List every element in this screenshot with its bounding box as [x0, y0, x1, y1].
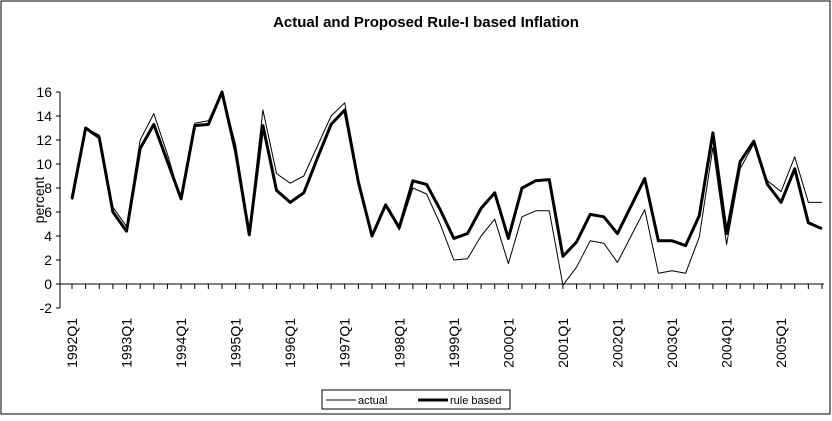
x-tick-label: 1996Q1 — [282, 318, 298, 368]
x-tick-label: 1992Q1 — [64, 318, 80, 368]
y-tick-label: 10 — [36, 156, 52, 172]
x-tick-label: 2001Q1 — [555, 318, 571, 368]
x-tick-label: 2000Q1 — [500, 318, 516, 368]
y-tick-label: 4 — [44, 228, 52, 244]
y-tick-label: 14 — [36, 108, 52, 124]
y-tick-label: 16 — [36, 84, 52, 100]
x-tick-label: 2004Q1 — [719, 318, 735, 368]
x-tick-label: 2002Q1 — [609, 318, 625, 368]
legend-label: rule based — [450, 395, 501, 407]
x-tick-label: 1999Q1 — [446, 318, 462, 368]
x-tick-label: 1993Q1 — [119, 318, 135, 368]
x-tick-label: 1998Q1 — [391, 318, 407, 368]
y-axis-label: percent — [31, 177, 47, 224]
x-tick-label: 1995Q1 — [228, 318, 244, 368]
y-tick-label: 6 — [44, 204, 52, 220]
y-tick-label: -2 — [40, 300, 53, 316]
x-tick-label: 2003Q1 — [664, 318, 680, 368]
series-line — [71, 91, 822, 286]
y-tick-label: 2 — [44, 252, 52, 268]
x-tick-label: 1997Q1 — [337, 318, 353, 368]
legend-label: actual — [358, 395, 387, 407]
x-tick-label: 2005Q1 — [773, 318, 789, 368]
legend — [321, 389, 511, 410]
y-tick-label: 0 — [44, 276, 52, 292]
series-line — [70, 90, 823, 258]
y-tick-label: 8 — [44, 180, 52, 196]
chart-title: Actual and Proposed Rule-I based Inflati… — [273, 14, 579, 31]
y-tick-label: 12 — [36, 132, 52, 148]
x-tick-label: 1994Q1 — [173, 318, 189, 368]
